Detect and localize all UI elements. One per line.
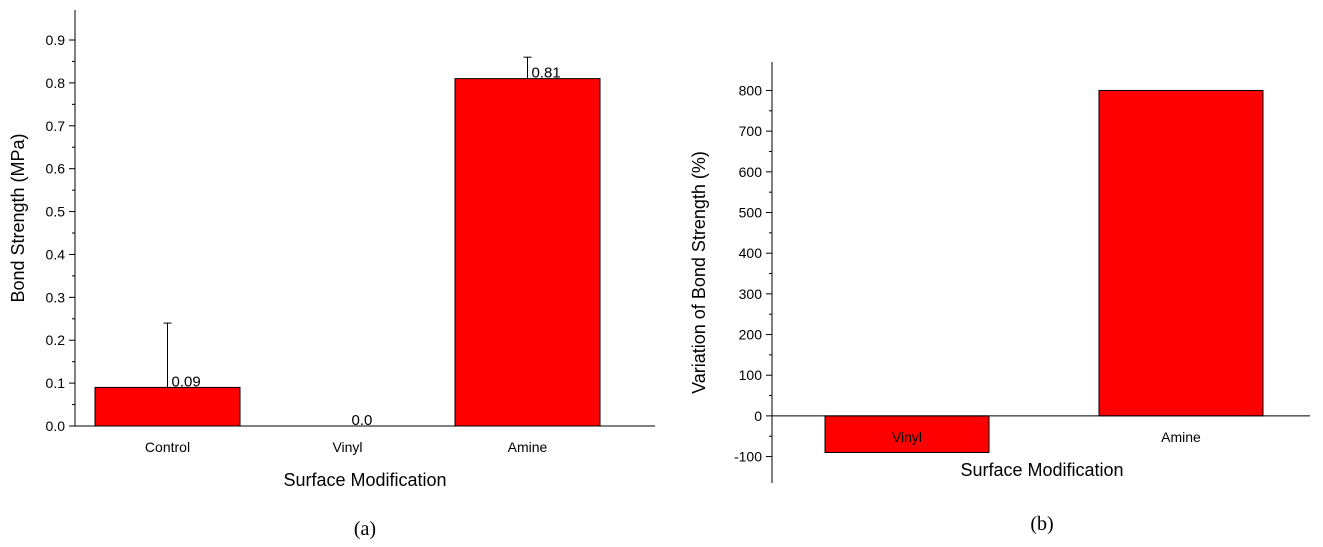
data-label-amine: 0.81	[532, 65, 561, 82]
y-tick-label: 0.7	[46, 118, 66, 134]
y-axis-title: Bond Strength (MPa)	[8, 133, 28, 302]
y-tick-label: 200	[739, 327, 763, 343]
chart-a: 0.0 0.1 0.2 0.3 0.4 0.5 0.6 0.7 0.8 0.9 0.09 Contro…	[8, 10, 655, 540]
bar-amine	[454, 78, 601, 427]
y-tick-label: 800	[739, 82, 763, 98]
bar-vinyl	[824, 415, 990, 453]
y-tick-label: 0	[754, 408, 762, 424]
bar-control	[94, 386, 241, 427]
y-tick-label: 100	[739, 367, 763, 383]
x-tick-label: Vinyl	[892, 429, 922, 445]
data-label-control: 0.09	[172, 373, 201, 390]
y-tick-label: 300	[739, 286, 763, 302]
y-tick-label: 700	[739, 123, 763, 139]
y-tick-label: 0.4	[46, 246, 66, 262]
y-tick-label: 0.8	[46, 75, 66, 91]
x-axis-title: Surface Modification	[283, 470, 446, 490]
x-tick-label: Amine	[1161, 429, 1201, 445]
y-tick-label: 500	[739, 205, 763, 221]
x-axis-title: Surface Modification	[960, 460, 1123, 480]
x-tick-label: Control	[145, 439, 190, 455]
y-tick-label: 400	[739, 245, 763, 261]
y-tick-label: 600	[739, 164, 763, 180]
y-tick-label: 0.3	[46, 289, 66, 305]
x-tick-label: Vinyl	[332, 439, 362, 455]
y-tick-label: 0.9	[46, 32, 66, 48]
y-axis-title: Variation of Bond Strength (%)	[689, 151, 709, 394]
y-tick-label: 0.5	[46, 204, 66, 220]
bar-amine	[1098, 89, 1264, 417]
y-tick-label: 0.6	[46, 161, 66, 177]
chart-b: -100 0 100 200 300 400 500 600 700 800 Vinyl Amine S…	[689, 62, 1310, 535]
y-tick-label: 0.2	[46, 332, 66, 348]
data-label-vinyl: 0.0	[352, 412, 373, 429]
x-tick-label: Amine	[508, 439, 548, 455]
panel-label-a: (a)	[354, 518, 376, 540]
y-tick-label: 0.0	[46, 418, 66, 434]
panel-label-b: (b)	[1030, 513, 1053, 535]
y-tick-label: 0.1	[46, 375, 66, 391]
y-tick-label: -100	[734, 449, 762, 465]
